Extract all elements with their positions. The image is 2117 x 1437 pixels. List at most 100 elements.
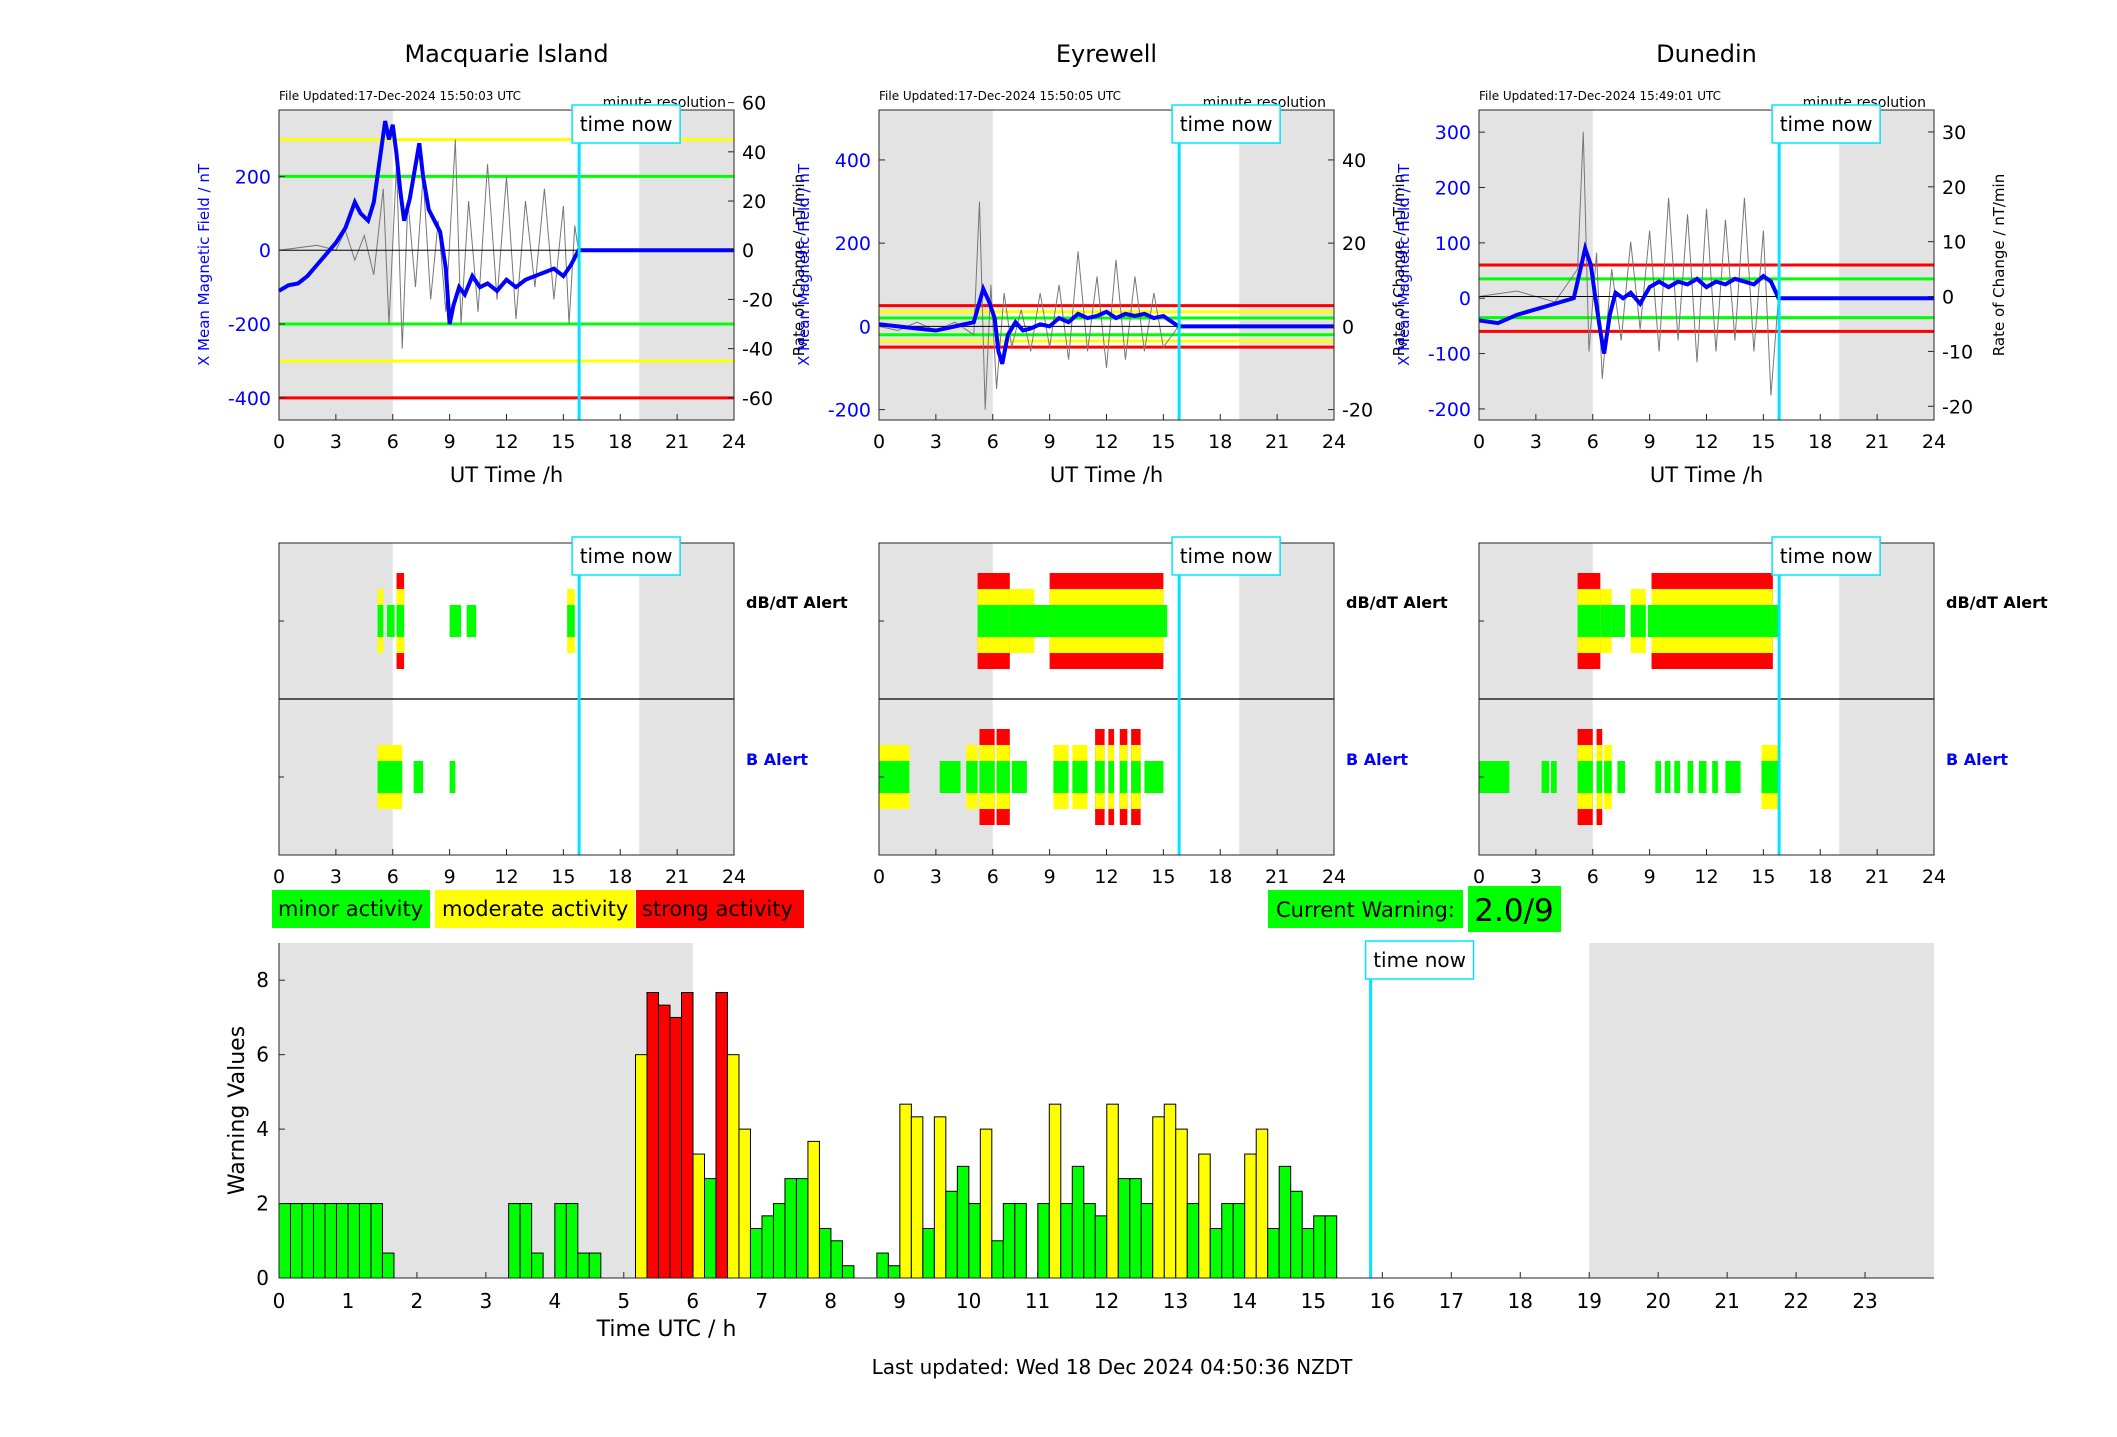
x-tick-label: 6 xyxy=(1587,431,1599,453)
b-alert-segment xyxy=(1108,761,1115,793)
b-alert-segment xyxy=(1761,761,1781,793)
left-y-tick-label: -200 xyxy=(1428,399,1471,421)
warning-bar xyxy=(519,1203,533,1279)
warning-bar xyxy=(956,1165,970,1279)
x-tick-label: 24 xyxy=(722,431,746,453)
b-alert-segment xyxy=(1655,761,1661,793)
b-alert-segment xyxy=(1674,761,1680,793)
dbdt-alert-segment xyxy=(1651,605,1773,637)
x-tick-label: 21 xyxy=(1714,1289,1739,1313)
b-alert-segment xyxy=(1072,761,1088,793)
right-y-tick-label: -20 xyxy=(742,289,773,311)
dbdt-alert-segment xyxy=(449,605,461,637)
x-tick-label: 20 xyxy=(1645,1289,1670,1313)
dbdt-alert-segment xyxy=(1577,605,1601,637)
x-tick-label: 17 xyxy=(1439,1289,1464,1313)
x-tick-label: 12 xyxy=(1094,431,1118,453)
y-tick-label: 0 xyxy=(256,1266,269,1290)
x-tick-label: 15 xyxy=(1751,431,1775,453)
x-tick-label: 18 xyxy=(1808,431,1832,453)
x-tick-label: 12 xyxy=(1694,431,1718,453)
dbdt-alert-segment xyxy=(1163,605,1168,637)
x-tick-label: 12 xyxy=(1094,1289,1119,1313)
b-alert-label: B Alert xyxy=(1346,750,1408,769)
x-tick-label: 3 xyxy=(480,1289,493,1313)
x-tick-label: 22 xyxy=(1783,1289,1808,1313)
warning-bar xyxy=(1209,1227,1223,1279)
x-tick-label: 0 xyxy=(273,1289,286,1313)
current-warning: Current Warning: 2.0/9 xyxy=(1268,884,1563,934)
left-y-tick-label: 400 xyxy=(835,150,871,172)
x-axis-label: UT Time /h xyxy=(450,463,563,487)
warning-bar xyxy=(1186,1203,1200,1279)
dbdt-alert-label: dB/dT Alert xyxy=(1346,593,1448,612)
b-alert-segment xyxy=(1712,761,1718,793)
x-tick-label: 15 xyxy=(551,866,575,888)
x-tick-label: 12 xyxy=(1094,866,1118,888)
y-tick-label: 6 xyxy=(256,1043,269,1067)
x-tick-label: 14 xyxy=(1232,1289,1257,1313)
right-y-tick-label: 20 xyxy=(1942,177,1966,199)
x-tick-label: 5 xyxy=(617,1289,630,1313)
warning-bar xyxy=(577,1252,590,1279)
warning-bar xyxy=(1071,1165,1085,1279)
warning-bar xyxy=(818,1227,832,1279)
b-alert-segment xyxy=(939,761,961,793)
time-now-label: time now xyxy=(580,544,673,568)
warning-bar xyxy=(1255,1128,1269,1279)
x-tick-label: 6 xyxy=(987,431,999,453)
x-tick-label: 21 xyxy=(1865,431,1889,453)
x-tick-label: 1 xyxy=(342,1289,355,1313)
b-alert-segment xyxy=(449,761,456,793)
warning-bar xyxy=(1301,1227,1315,1279)
time-now-label: time now xyxy=(1180,544,1273,568)
x-tick-label: 6 xyxy=(686,1289,699,1313)
station-0: Macquarie Island File Updated:17-Dec-2024… xyxy=(195,40,848,888)
left-y-tick-label: -100 xyxy=(1428,344,1471,366)
dbdt-alert-segment xyxy=(396,605,405,637)
warning-bar xyxy=(945,1190,958,1279)
x-tick-label: 9 xyxy=(444,431,456,453)
dbdt-alert-segment xyxy=(1015,605,1035,637)
warning-bar xyxy=(738,1128,751,1279)
rate-of-change-trace xyxy=(278,139,580,349)
warning-bar xyxy=(692,1153,705,1279)
x-tick-label: 2 xyxy=(411,1289,424,1313)
left-y-tick-label: 0 xyxy=(859,316,871,338)
current-warning-label: Current Warning: xyxy=(1276,898,1455,922)
warning-bar xyxy=(335,1203,349,1279)
left-y-tick-label: 0 xyxy=(1459,288,1471,310)
b-alert-segment xyxy=(1053,761,1069,793)
warning-bar xyxy=(1267,1227,1280,1279)
station-2: Dunedin File Updated:17-Dec-2024 15:49:01… xyxy=(1395,40,2048,888)
b-alert-segment xyxy=(966,761,978,793)
warning-bar xyxy=(1048,1103,1062,1279)
right-y-tick-label: 40 xyxy=(742,142,766,164)
time-now-box xyxy=(1771,536,1881,576)
station-title: Eyrewell xyxy=(1056,40,1157,68)
warning-bar xyxy=(278,1203,291,1279)
dbdt-alert-label: dB/dT Alert xyxy=(1946,593,2048,612)
x-tick-label: 9 xyxy=(893,1289,906,1313)
warning-bar xyxy=(795,1178,809,1279)
dbdt-alert-segment xyxy=(977,605,1010,637)
warning-bar xyxy=(588,1252,602,1279)
x-tick-label: 21 xyxy=(1865,866,1889,888)
warning-bar xyxy=(807,1140,820,1279)
warning-bar xyxy=(761,1215,774,1279)
warning-bar xyxy=(830,1240,843,1279)
x-tick-label: 12 xyxy=(1694,866,1718,888)
time-now-label: time now xyxy=(1780,544,1873,568)
x-tick-label: 19 xyxy=(1576,1289,1601,1313)
x-tick-label: 11 xyxy=(1025,1289,1050,1313)
dbdt-alert-segment xyxy=(1600,605,1612,637)
warning-bar xyxy=(749,1227,763,1279)
x-tick-label: 0 xyxy=(273,866,285,888)
warning-bar xyxy=(772,1203,786,1279)
legend-strong-label: strong activity xyxy=(642,897,793,921)
dbdt-alert-segment xyxy=(567,605,575,637)
legend-moderate-label: moderate activity xyxy=(442,897,628,921)
right-y-axis-label: Rate of Change / nT/min xyxy=(790,174,808,356)
b-alert-segment xyxy=(1604,761,1612,793)
